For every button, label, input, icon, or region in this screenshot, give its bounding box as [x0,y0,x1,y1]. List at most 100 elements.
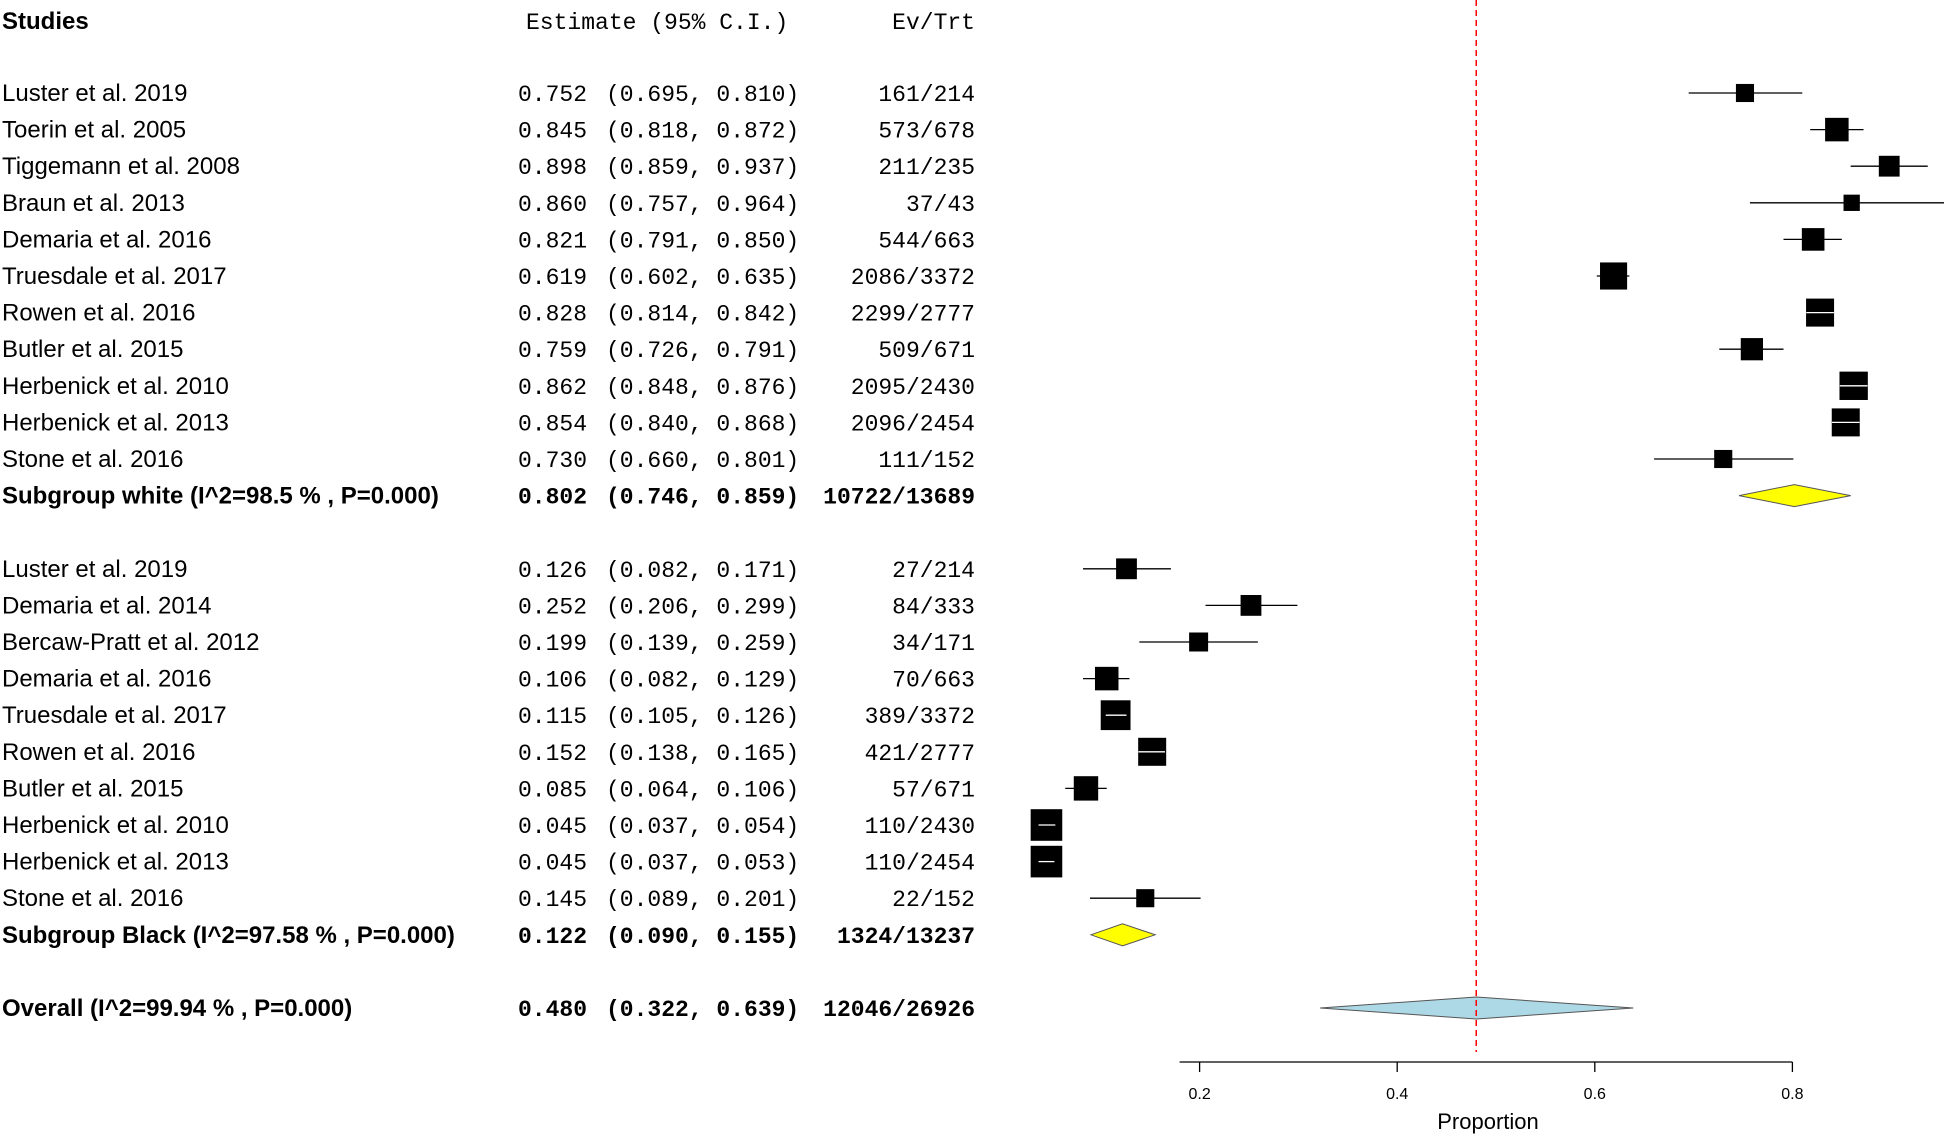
ev-trt-value: 27/214 [892,558,975,584]
estimate-value: 0.045 [518,851,587,877]
ci-value: (0.840, 0.868) [606,411,799,437]
study-row: Bercaw-Pratt et al. 2012 0.199 (0.139, 0.2… [2,629,975,657]
study-label: Herbenick et al. 2013 [2,409,229,436]
header-estimate: Estimate (95% C.I.) [526,10,788,36]
ev-trt-value: 161/214 [878,82,975,108]
ev-trt-value: 1324/13237 [837,924,975,950]
study-label: Demaria et al. 2014 [2,592,211,619]
x-tick-label: 0.8 [1781,1086,1803,1103]
estimate-value: 0.821 [518,228,587,254]
ev-trt-value: 2086/3372 [851,265,975,291]
study-label: Overall (I^2=99.94 % , P=0.000) [2,995,352,1022]
ci-value: (0.322, 0.639) [606,997,799,1023]
estimate-value: 0.854 [518,411,587,437]
estimate-value: 0.828 [518,302,587,328]
study-label: Subgroup white (I^2=98.5 % , P=0.000) [2,483,439,510]
study-row: Herbenick et al. 2013 0.854 (0.840, 0.868)… [2,409,975,437]
study-label: Bercaw-Pratt et al. 2012 [2,629,259,656]
study-label: Rowen et al. 2016 [2,739,195,766]
overall-diamond [1320,996,1634,1020]
study-row: Tiggemann et al. 2008 0.898 (0.859, 0.937)… [2,153,975,181]
study-row: Rowen et al. 2016 0.828 (0.814, 0.842) 2299… [2,300,975,328]
estimate-value: 0.752 [518,82,587,108]
ev-trt-value: 84/333 [892,594,975,620]
study-label: Tiggemann et al. 2008 [2,153,240,180]
study-marker [1073,776,1099,801]
study-row: Herbenick et al. 2013 0.045 (0.037, 0.053)… [2,849,975,877]
study-label: Luster et al. 2019 [2,556,187,583]
header-studies: Studies [2,8,89,35]
ci-value: (0.818, 0.872) [606,119,799,145]
ev-trt-value: 389/3372 [865,704,975,730]
ci-value: (0.105, 0.126) [606,704,799,730]
study-row: Butler et al. 2015 0.759 (0.726, 0.791) 509… [2,336,975,364]
estimate-value: 0.106 [518,668,587,694]
x-axis-label: Proportion [1437,1109,1539,1134]
study-marker [1825,117,1849,142]
ci-value: (0.746, 0.859) [606,485,799,511]
study-label: Truesdale et al. 2017 [2,263,227,290]
study-label: Toerin et al. 2005 [2,117,186,144]
study-label: Stone et al. 2016 [2,885,183,912]
estimate-value: 0.619 [518,265,587,291]
study-row: Demaria et al. 2016 0.821 (0.791, 0.850) 54… [2,226,975,254]
study-row: Stone et al. 2016 0.730 (0.660, 0.801) 111/… [2,446,975,474]
study-row: Rowen et al. 2016 0.152 (0.138, 0.165) 421/… [2,739,975,767]
study-marker [1843,194,1860,211]
estimate-value: 0.145 [518,887,587,913]
study-row: Demaria et al. 2014 0.252 (0.206, 0.299) 84… [2,592,975,620]
study-label: Subgroup Black (I^2=97.58 % , P=0.000) [2,922,455,949]
ci-value: (0.791, 0.850) [606,228,799,254]
estimate-value: 0.862 [518,375,587,401]
study-label: Demaria et al. 2016 [2,666,211,693]
study-label: Butler et al. 2015 [2,775,183,802]
ci-value: (0.602, 0.635) [606,265,799,291]
ev-trt-value: 57/671 [892,777,975,803]
ci-value: (0.037, 0.054) [606,814,799,840]
ci-value: (0.064, 0.106) [606,777,799,803]
ev-trt-value: 573/678 [878,119,975,145]
study-label: Rowen et al. 2016 [2,300,195,327]
header-row: Studies Estimate (95% C.I.) Ev/Trt [2,8,975,36]
plot-area [1030,0,1944,1052]
ev-trt-value: 110/2454 [865,851,975,877]
estimate-value: 0.252 [518,594,587,620]
x-tick-label: 0.6 [1584,1086,1606,1103]
ci-value: (0.082, 0.171) [606,558,799,584]
x-axis: Proportion 0.2 0.4 0.6 0.8 [1179,1061,1804,1134]
ev-trt-value: 2096/2454 [851,411,975,437]
ev-trt-value: 22/152 [892,887,975,913]
ev-trt-value: 2095/2430 [851,375,975,401]
x-tick-label: 0.4 [1386,1086,1408,1103]
study-row: Butler et al. 2015 0.085 (0.064, 0.106) 57/… [2,775,975,803]
study-label: Demaria et al. 2016 [2,226,211,253]
study-row: Herbenick et al. 2010 0.045 (0.037, 0.054)… [2,812,975,840]
ci-value: (0.082, 0.129) [606,668,799,694]
study-marker [1189,632,1209,652]
estimate-value: 0.860 [518,192,587,218]
subgroup-row: Subgroup Black (I^2=97.58 % , P=0.000) 0.… [2,922,975,950]
study-row: Herbenick et al. 2010 0.862 (0.848, 0.876)… [2,373,975,401]
study-row: Luster et al. 2019 0.126 (0.082, 0.171) 27/… [2,556,975,584]
ci-value: (0.138, 0.165) [606,741,799,767]
study-label: Herbenick et al. 2013 [2,849,229,876]
study-marker [1136,889,1155,908]
subgroup-diamond [1089,923,1157,947]
ci-value: (0.090, 0.155) [606,924,799,950]
ev-trt-value: 544/663 [878,228,975,254]
ev-trt-value: 37/43 [906,192,975,218]
study-label: Butler et al. 2015 [2,336,183,363]
ci-value: (0.814, 0.842) [606,302,799,328]
estimate-value: 0.845 [518,119,587,145]
ci-value: (0.089, 0.201) [606,887,799,913]
study-marker [1094,666,1119,691]
subgroup-row: Subgroup white (I^2=98.5 % , P=0.000) 0.8… [2,483,975,511]
study-marker [1740,338,1764,361]
estimate-value: 0.122 [518,924,587,950]
estimate-value: 0.085 [518,777,587,803]
ci-value: (0.859, 0.937) [606,155,799,181]
estimate-value: 0.480 [518,997,587,1023]
estimate-value: 0.115 [518,704,587,730]
study-row: Braun et al. 2013 0.860 (0.757, 0.964) 37/4… [2,190,975,218]
